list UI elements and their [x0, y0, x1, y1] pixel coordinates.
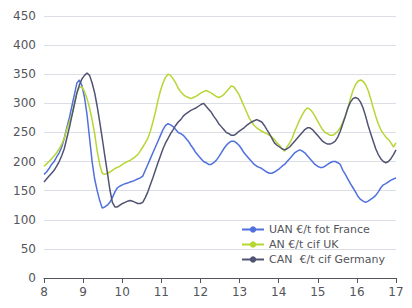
svg-text:100: 100 [13, 213, 36, 227]
svg-text:13: 13 [232, 285, 247, 299]
svg-text:15: 15 [310, 285, 325, 299]
svg-text:11: 11 [154, 285, 169, 299]
svg-text:9: 9 [79, 285, 87, 299]
svg-text:0: 0 [28, 271, 36, 285]
svg-text:17: 17 [388, 285, 403, 299]
svg-text:450: 450 [13, 9, 36, 23]
svg-text:CAN €/t cif Germany: CAN €/t cif Germany [269, 253, 385, 266]
svg-text:16: 16 [349, 285, 364, 299]
svg-text:UAN €/t fot France: UAN €/t fot France [269, 223, 370, 236]
svg-text:50: 50 [21, 242, 36, 256]
svg-text:14: 14 [271, 285, 286, 299]
svg-text:10: 10 [115, 285, 130, 299]
svg-text:8: 8 [40, 285, 48, 299]
svg-text:200: 200 [13, 155, 36, 169]
svg-text:350: 350 [13, 67, 36, 81]
svg-text:150: 150 [13, 184, 36, 198]
svg-text:300: 300 [13, 96, 36, 110]
svg-text:400: 400 [13, 38, 36, 52]
svg-text:250: 250 [13, 125, 36, 139]
svg-text:AN €/t cif UK: AN €/t cif UK [269, 238, 339, 251]
svg-text:12: 12 [193, 285, 208, 299]
